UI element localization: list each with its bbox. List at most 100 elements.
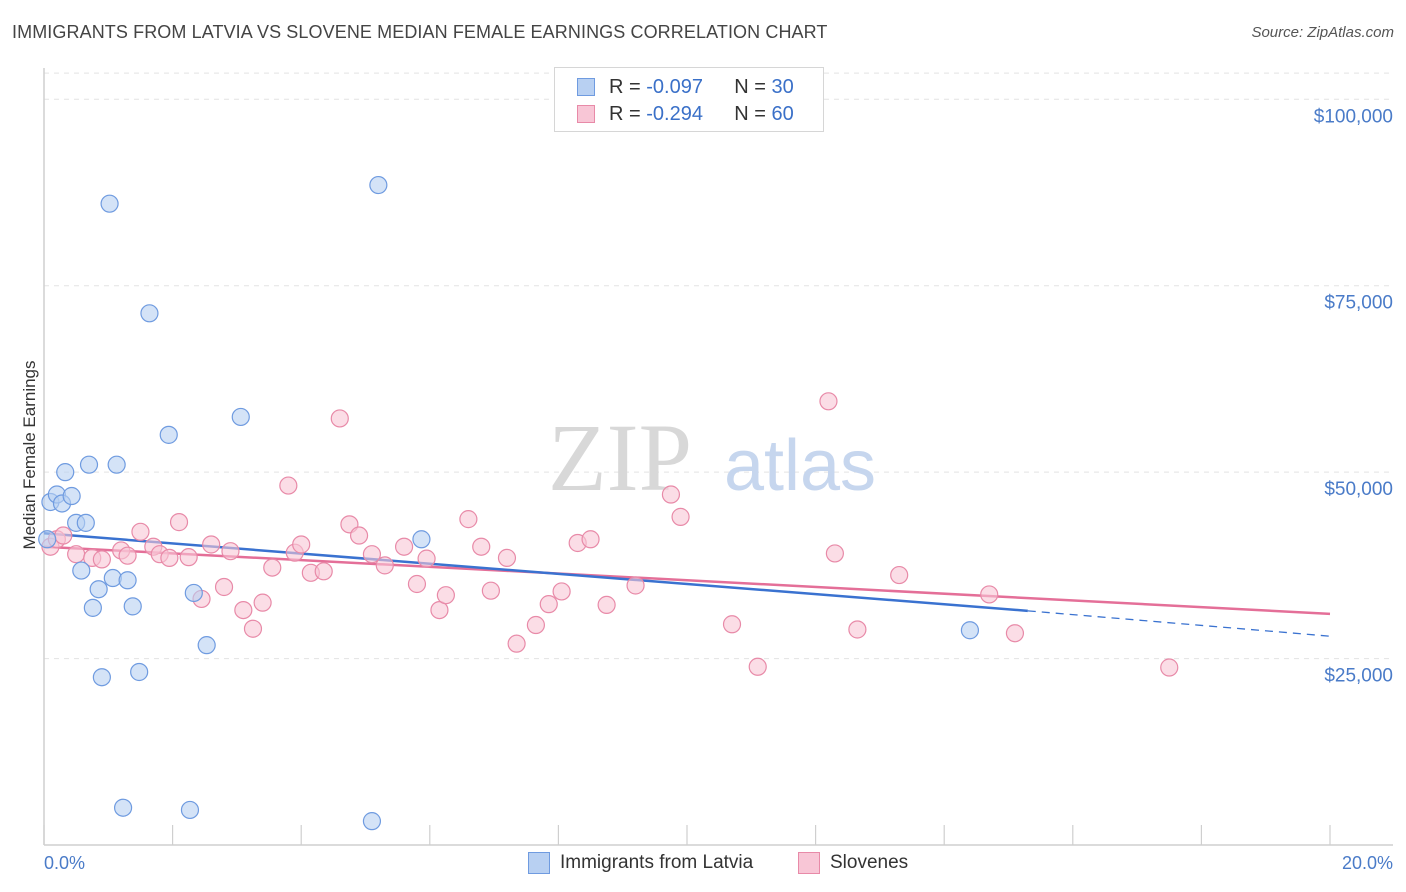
- slovene-point[interactable]: [581, 530, 600, 549]
- slovene-point[interactable]: [671, 507, 690, 526]
- slovene-point[interactable]: [481, 581, 500, 600]
- slovene-point[interactable]: [234, 600, 253, 620]
- y-tick-label: $25,000: [1324, 666, 1393, 687]
- slovene-point[interactable]: [890, 565, 909, 585]
- latvia-point[interactable]: [231, 407, 250, 427]
- slovene-point[interactable]: [1005, 624, 1025, 643]
- latvia-point[interactable]: [960, 621, 980, 640]
- slovene-point[interactable]: [980, 585, 999, 604]
- slovene-point[interactable]: [221, 542, 240, 561]
- slovene-legend-swatch: [798, 852, 820, 874]
- slovene-swatch: [577, 105, 595, 123]
- slovene-point[interactable]: [1160, 658, 1179, 677]
- slovene-point[interactable]: [375, 556, 394, 575]
- slovene-point[interactable]: [243, 619, 263, 638]
- legend-row-latvia: R = -0.097 N = 30: [577, 74, 794, 100]
- legend-row-slovene: R = -0.294 N = 60: [577, 101, 794, 127]
- slovene-point[interactable]: [160, 548, 179, 568]
- legend-item-slovenes[interactable]: Slovenes: [798, 852, 908, 874]
- y-tick-label: $75,000: [1324, 293, 1393, 314]
- slovene-point[interactable]: [118, 546, 137, 565]
- legend-n-label: N =: [734, 75, 766, 98]
- latvia-point[interactable]: [56, 463, 75, 482]
- legend-r-label: R =: [609, 75, 641, 98]
- slovene-point[interactable]: [330, 409, 349, 428]
- latvia-point[interactable]: [92, 668, 111, 687]
- slovene-point[interactable]: [394, 537, 414, 556]
- slovene-point[interactable]: [661, 485, 681, 504]
- latvia-trend-extension: [1027, 610, 1331, 637]
- y-axis-label: Median Female Earnings: [20, 361, 39, 550]
- slovene-point[interactable]: [436, 586, 455, 605]
- slovene-point[interactable]: [349, 526, 369, 545]
- slovene-point[interactable]: [825, 544, 844, 563]
- chart-title: IMMIGRANTS FROM LATVIA VS SLOVENE MEDIAN…: [12, 22, 828, 42]
- slovene-point[interactable]: [292, 535, 311, 554]
- slovene-point[interactable]: [848, 620, 867, 639]
- slovene-point[interactable]: [526, 615, 545, 635]
- legend-r-label: R =: [609, 102, 641, 125]
- slovene-point[interactable]: [407, 574, 427, 594]
- slovene-point[interactable]: [552, 582, 571, 601]
- legend-n-value: 30: [771, 75, 794, 98]
- slovene-point[interactable]: [497, 548, 517, 568]
- latvia-point[interactable]: [140, 304, 159, 323]
- latvia-legend-swatch: [528, 852, 550, 874]
- latvia-point[interactable]: [184, 583, 203, 603]
- latvia-point[interactable]: [107, 455, 126, 474]
- slovene-point[interactable]: [722, 615, 742, 634]
- latvia-point[interactable]: [72, 561, 91, 580]
- latvia-point[interactable]: [79, 455, 99, 474]
- latvia-point[interactable]: [369, 175, 388, 195]
- slovene-point[interactable]: [819, 392, 838, 411]
- legend-n-label: N =: [734, 102, 766, 125]
- latvia-point[interactable]: [113, 798, 133, 817]
- slovene-point[interactable]: [597, 595, 616, 614]
- latvia-point[interactable]: [130, 662, 149, 682]
- slovene-point[interactable]: [748, 657, 767, 676]
- latvia-point[interactable]: [197, 636, 216, 655]
- slovene-point[interactable]: [314, 562, 333, 581]
- latvia-point[interactable]: [412, 530, 431, 549]
- slovene-trend-line: [43, 545, 1331, 616]
- legend-item-latvia[interactable]: Immigrants from Latvia: [528, 852, 753, 874]
- x-tick-max: 20.0%: [1342, 853, 1393, 873]
- slovene-point[interactable]: [169, 513, 189, 532]
- latvia-point[interactable]: [76, 513, 95, 532]
- latvia-point[interactable]: [89, 580, 108, 599]
- latvia-point[interactable]: [362, 812, 382, 831]
- slovene-point[interactable]: [202, 535, 221, 554]
- slovene-point[interactable]: [626, 576, 645, 595]
- gridlines: [44, 72, 1393, 660]
- latvia-point[interactable]: [62, 486, 81, 506]
- latvia-point[interactable]: [103, 568, 122, 588]
- latvia-point[interactable]: [180, 800, 200, 820]
- latvia-point[interactable]: [100, 194, 119, 213]
- slovene-point[interactable]: [131, 522, 150, 541]
- slovene-point[interactable]: [539, 595, 558, 614]
- slovene-point[interactable]: [67, 545, 86, 564]
- chart-source: Source: ZipAtlas.com: [1251, 24, 1394, 41]
- y-tick-label: $50,000: [1324, 479, 1393, 500]
- slovene-point[interactable]: [214, 577, 234, 597]
- x-tick-min: 0.0%: [44, 853, 85, 873]
- slovene-point[interactable]: [472, 537, 491, 556]
- slovene-point[interactable]: [507, 634, 526, 653]
- latvia-point[interactable]: [118, 571, 137, 590]
- latvia-point[interactable]: [38, 530, 57, 549]
- slovene-point[interactable]: [417, 549, 436, 568]
- slovene-point[interactable]: [253, 593, 272, 612]
- slovene-point[interactable]: [54, 526, 73, 545]
- slovene-point[interactable]: [459, 510, 478, 529]
- latvia-point[interactable]: [159, 425, 178, 444]
- slovene-point[interactable]: [263, 558, 282, 577]
- slovene-point[interactable]: [179, 548, 198, 567]
- slovene-point[interactable]: [92, 550, 111, 569]
- slovene-point[interactable]: [362, 545, 382, 564]
- latvia-point[interactable]: [83, 598, 102, 617]
- latvia-point[interactable]: [123, 597, 142, 616]
- slovene-point[interactable]: [279, 476, 298, 495]
- axes: $25,000 $50,000 $75,000 $100,000: [43, 68, 1393, 846]
- y-tick-label: $100,000: [1314, 106, 1393, 127]
- series-legend: Immigrants from Latvia Slovenes: [0, 852, 1406, 878]
